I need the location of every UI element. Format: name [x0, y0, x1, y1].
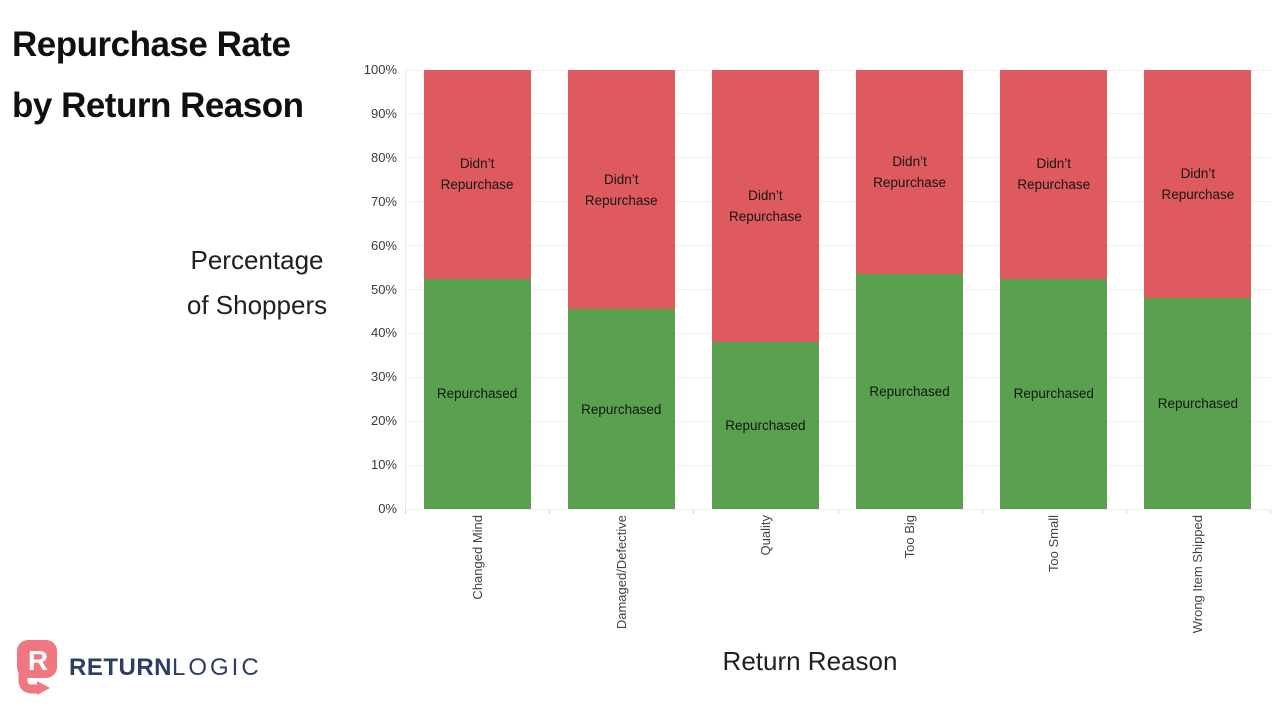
segment-label-didnt-repurchase: Didn’t Repurchase	[584, 171, 658, 208]
x-axis-tick-mark	[837, 510, 839, 514]
stacked-bar: Didn’t Repurchase Repurchased	[1000, 70, 1108, 509]
bar-column: Didn’t Repurchase Repurchased	[405, 70, 549, 509]
segment-label-didnt-repurchase: Didn’t Repurchase	[873, 154, 946, 191]
segment-label-didnt-repurchase: Didn’t Repurchase	[1161, 166, 1235, 203]
plot-area: Didn’t Repurchase Repurchased Didn’t Repur…	[405, 69, 1270, 510]
y-tick-label: 0%	[378, 501, 397, 516]
chart-title-line1: Repurchase Rate	[12, 25, 291, 64]
stacked-bar: Didn’t Repurchase Repurchased	[711, 70, 819, 509]
bar-segment-didnt-repurchase: Didn’t Repurchase	[567, 70, 675, 310]
chart-title: Repurchase Rate by Return Reason	[12, 14, 304, 136]
x-axis-tick-mark	[693, 510, 695, 514]
stacked-bar: Didn’t Repurchase Repurchased	[856, 70, 964, 509]
stacked-bar: Didn’t Repurchase Repurchased	[567, 70, 675, 509]
gridline	[405, 69, 1270, 71]
returnlogic-r-arrow-icon: R	[17, 640, 57, 695]
gridline	[405, 113, 1270, 115]
gridline	[405, 157, 1270, 159]
x-tick-label-text: Wrong Item Shipped	[1190, 515, 1206, 634]
y-tick-label: 30%	[370, 369, 397, 385]
segment-label-repurchased: Repurchased	[581, 401, 662, 417]
bar-column: Didn’t Repurchase Repurchased	[693, 70, 837, 509]
bar-column: Didn’t Repurchase Repurchased	[549, 70, 693, 509]
y-tick-label: 90%	[370, 105, 397, 121]
bar-segment-didnt-repurchase: Didn’t Repurchase	[1144, 70, 1252, 299]
gridline	[405, 245, 1270, 247]
gridline	[405, 289, 1270, 290]
segment-label-didnt-repurchase: Didn’t Repurchase	[729, 188, 802, 225]
segment-label-repurchased: Repurchased	[1157, 396, 1239, 412]
x-axis-title: Return Reason	[722, 646, 898, 676]
stacked-bar: Didn’t Repurchase Repurchased	[1144, 70, 1252, 509]
gridline	[405, 420, 1270, 422]
returnlogic-logo: R RETURNLOGIC	[16, 640, 262, 696]
y-axis-title-line1: Percentage	[190, 245, 324, 275]
x-axis-tick-mark	[1125, 510, 1127, 514]
bar-segment-repurchased: Repurchased	[423, 278, 531, 509]
x-axis-tick-mark	[981, 510, 983, 514]
bar-column: Didn’t Repurchase Repurchased	[1126, 70, 1270, 509]
bar-segment-repurchased: Repurchased	[711, 342, 819, 509]
gridline	[405, 508, 1270, 510]
gridline	[405, 332, 1270, 334]
bar-segment-repurchased: Repurchased	[567, 309, 675, 509]
y-tick-label: 20%	[370, 413, 397, 429]
svg-text:R: R	[28, 645, 48, 676]
gridline	[405, 201, 1270, 203]
bar-column: Didn’t Repurchase Repurchased	[982, 70, 1126, 509]
x-axis-tick-mark	[1270, 510, 1271, 514]
logo-word-logic: LOGIC	[172, 654, 262, 681]
x-axis-tick-mark	[405, 510, 406, 514]
y-tick-label: 70%	[370, 193, 397, 209]
y-axis-title-line2: of Shoppers	[186, 290, 328, 320]
stacked-bar: Didn’t Repurchase Repurchased	[423, 70, 531, 509]
x-tick-label-text: Quality	[757, 515, 773, 556]
segment-label-repurchased: Repurchased	[725, 418, 806, 434]
segment-label-didnt-repurchase: Didn’t Repurchase	[1017, 156, 1091, 193]
y-axis-title: Percentage of Shoppers	[158, 238, 356, 328]
bar-column: Didn’t Repurchase Repurchased	[838, 70, 982, 509]
bar-segment-didnt-repurchase: Didn’t Repurchase	[711, 70, 819, 343]
chart-title-line2: by Return Reason	[12, 86, 304, 125]
y-tick-label: 40%	[370, 325, 397, 341]
segment-label-repurchased: Repurchased	[1013, 386, 1094, 402]
bar-segment-didnt-repurchase: Didn’t Repurchase	[423, 70, 531, 279]
bar-segment-repurchased: Repurchased	[1000, 278, 1108, 509]
x-tick-label-text: Too Big	[902, 515, 918, 559]
returnlogic-wordmark: RETURNLOGIC	[69, 654, 262, 682]
logo-word-return: RETURN	[69, 654, 172, 681]
bar-segment-repurchased: Repurchased	[856, 274, 964, 509]
bar-segment-didnt-repurchase: Didn’t Repurchase	[856, 70, 964, 275]
y-tick-label: 80%	[370, 149, 397, 165]
x-tick-label-text: Damaged/Defective	[613, 515, 629, 630]
segment-label-repurchased: Repurchased	[869, 384, 950, 400]
y-tick-label: 60%	[370, 237, 397, 253]
gridline	[405, 464, 1270, 466]
gridline	[405, 376, 1270, 378]
x-axis-line	[405, 509, 1270, 510]
y-tick-label: 50%	[370, 281, 397, 297]
segment-label-repurchased: Repurchased	[436, 386, 518, 402]
x-tick-label-text: Changed Mind	[469, 515, 485, 600]
y-tick-label: 10%	[370, 457, 397, 473]
bar-segment-didnt-repurchase: Didn’t Repurchase	[1000, 70, 1108, 279]
segment-label-didnt-repurchase: Didn’t Repurchase	[440, 156, 514, 193]
x-axis-tick-mark	[549, 510, 551, 514]
y-tick-label: 100%	[363, 62, 397, 77]
x-tick-label-text: Too Small	[1046, 515, 1062, 573]
bar-segment-repurchased: Repurchased	[1144, 298, 1252, 509]
